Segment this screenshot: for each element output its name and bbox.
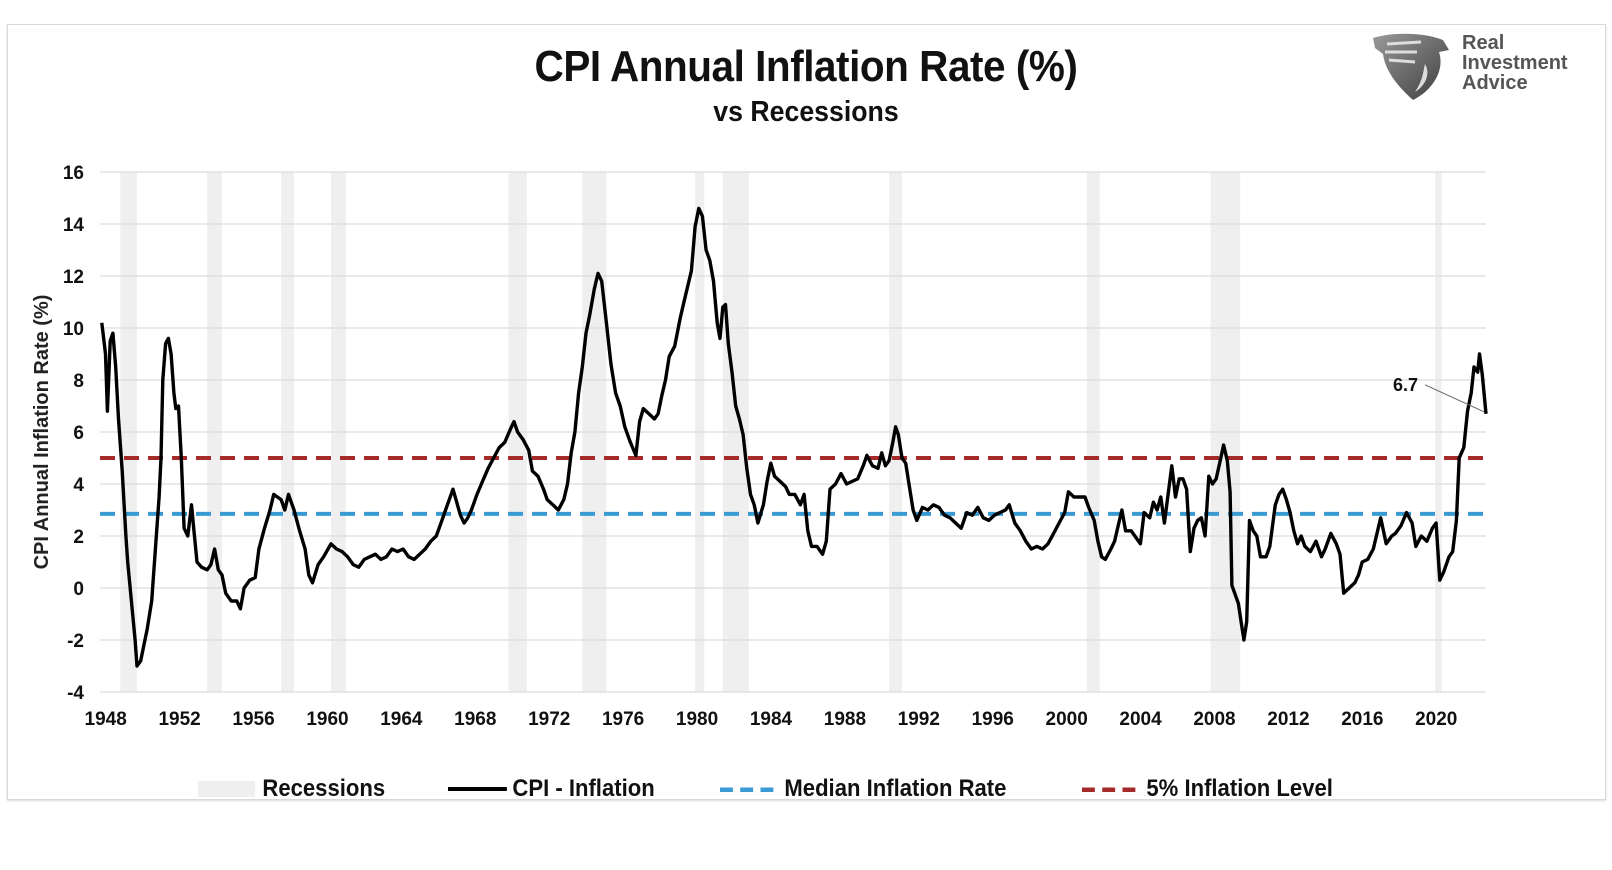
x-tick-labels: 1948 1952 1956 1960 1964 1968 1972 1976 1980 1984… (85, 709, 1458, 730)
x-tick-label: 1988 (824, 709, 866, 730)
x-tick-label: 2008 (1193, 709, 1235, 730)
y-tick-label: 16 (63, 163, 84, 184)
logo-line-3: Advice (1462, 72, 1528, 94)
cpi-inflation-line (100, 206, 1488, 668)
logo-line-1: Real (1462, 32, 1505, 54)
x-tick-label: 1976 (602, 709, 644, 730)
x-tick-label: 2020 (1415, 709, 1457, 730)
legend-label: CPI - Inflation (512, 775, 655, 802)
legend-swatch-recessions (198, 781, 256, 797)
y-tick-label: 6 (73, 423, 84, 444)
x-tick-label: 2016 (1341, 709, 1383, 730)
y-tick-label: 10 (63, 319, 84, 340)
x-tick-label: 1952 (158, 709, 200, 730)
legend-swatch-median (720, 787, 779, 792)
y-tick-label: 12 (63, 267, 84, 288)
legend-label: 5% Inflation Level (1146, 775, 1333, 802)
y-tick-label: 14 (63, 215, 85, 236)
chart-frame (7, 24, 1606, 800)
y-tick-labels: -4 -2 0 2 4 6 8 10 12 14 16 (63, 163, 85, 704)
chart-title: CPI Annual Inflation Rate (%) (534, 42, 1078, 91)
y-tick-label: 0 (73, 579, 84, 600)
legend-item-recessions: Recessions (198, 775, 385, 803)
gridlines (100, 171, 1486, 693)
logo-text: Real Investment Advice (1462, 33, 1568, 93)
chart-subtitle: vs Recessions (713, 96, 899, 128)
legend-label: Recessions (262, 775, 386, 802)
x-tick-label: 1980 (676, 709, 718, 730)
legend-item-cpi: CPI - Inflation (448, 775, 655, 803)
legend-item-median: Median Inflation Rate (720, 775, 1006, 803)
legend: Recessions CPI - Inflation Median Inflat… (0, 775, 1612, 811)
y-tick-label: -4 (67, 683, 84, 704)
y-axis-label: CPI Annual Inflation Rate (%) (31, 295, 53, 570)
x-tick-label: 1996 (972, 709, 1014, 730)
annotation-label: 6.7 (1393, 375, 1418, 395)
y-tick-label: 8 (73, 371, 84, 392)
x-tick-label: 2012 (1267, 709, 1309, 730)
y-tick-label: 4 (73, 475, 84, 496)
y-tick-label: 2 (73, 527, 84, 548)
legend-swatch-cpi (448, 787, 507, 791)
annotation-leader-line (1424, 384, 1485, 413)
x-tick-label: 1964 (380, 709, 423, 730)
legend-swatch-five (1082, 787, 1141, 792)
x-tick-label: 1984 (750, 709, 793, 730)
legend-label: Median Inflation Rate (784, 775, 1007, 802)
x-tick-label: 1992 (898, 709, 940, 730)
x-tick-label: 1960 (306, 709, 348, 730)
eagle-shield-icon (1373, 33, 1449, 100)
x-tick-label: 1968 (454, 709, 496, 730)
y-tick-label: -2 (67, 631, 84, 652)
logo-line-2: Investment (1462, 52, 1568, 74)
x-tick-label: 1956 (232, 709, 274, 730)
legend-item-five: 5% Inflation Level (1082, 775, 1333, 803)
x-tick-label: 1972 (528, 709, 570, 730)
x-tick-label: 2004 (1119, 709, 1162, 730)
x-tick-label: 1948 (85, 709, 127, 730)
x-tick-label: 2000 (1046, 709, 1088, 730)
